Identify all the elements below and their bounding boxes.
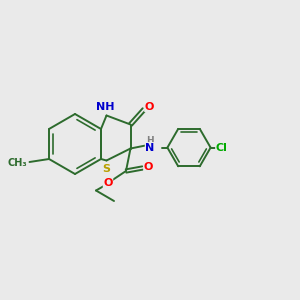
- Text: N: N: [146, 142, 154, 153]
- Text: H: H: [146, 136, 154, 145]
- Text: CH₃: CH₃: [8, 158, 27, 169]
- Text: O: O: [144, 161, 153, 172]
- Text: NH: NH: [96, 102, 114, 112]
- Text: S: S: [103, 164, 110, 174]
- Text: Cl: Cl: [216, 142, 228, 153]
- Text: O: O: [145, 101, 154, 112]
- Text: O: O: [103, 178, 113, 188]
